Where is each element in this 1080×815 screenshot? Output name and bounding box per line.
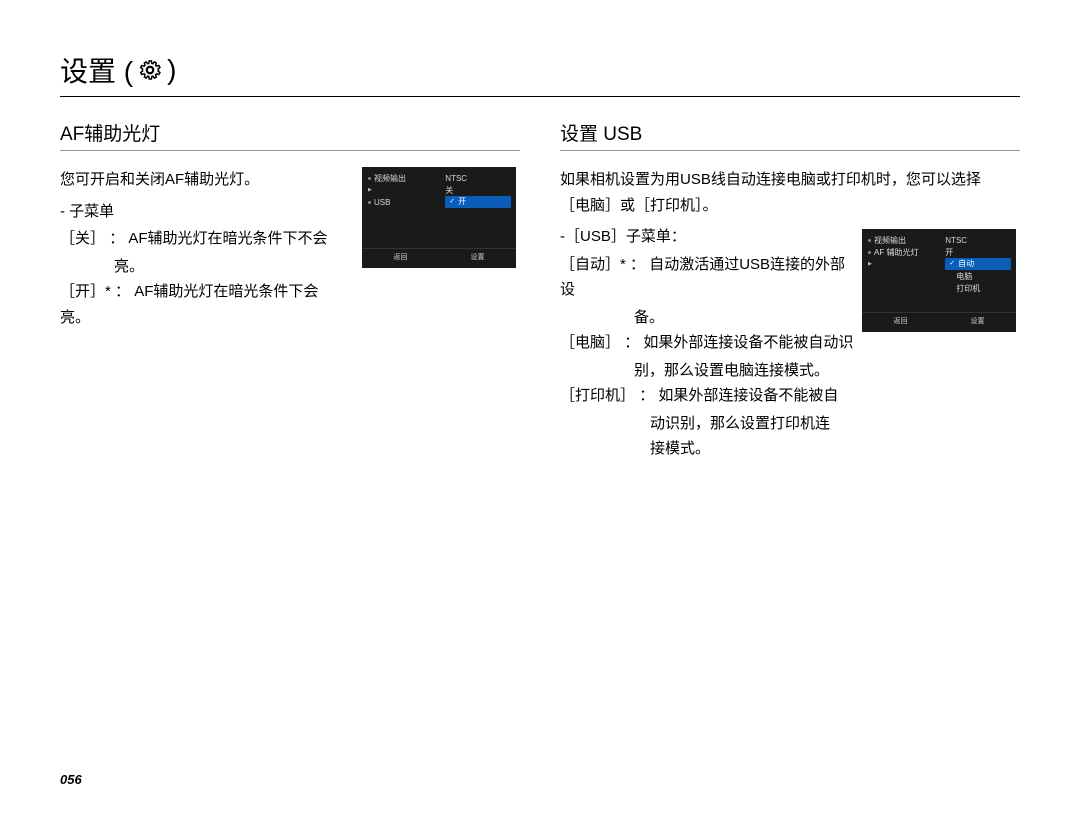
manual-page: 设置 ( ) AF辅助光灯 您可开启和关闭AF辅助光灯。 - 子菜单 ［关］ ：…: [0, 0, 1080, 815]
option-printer-desc-l3: 接模式。: [560, 436, 860, 462]
option-auto-key: ［自动］*: [560, 256, 626, 273]
cm1-r0: NTSC: [445, 173, 467, 184]
title-prefix: 设置 (: [60, 50, 133, 90]
option-pc-desc-l2: 别，那么设置电脑连接模式。: [560, 358, 860, 384]
cm2-r0: NTSC: [945, 235, 967, 246]
camera-menu-screenshot-right: 视频输出 AF 辅助光灯 NTSC 开 ✓自动 电脑 打印机 返回 设置: [862, 229, 1016, 332]
section-heading-right: 设置 USB: [560, 119, 1020, 151]
option-printer-desc-l1: 如果外部连接设备不能被自: [658, 387, 838, 404]
option-auto-desc-l2: 备。: [560, 305, 860, 331]
cm2-l0: 视频输出: [874, 235, 906, 246]
section-heading-left: AF辅助光灯: [60, 119, 520, 151]
sep: ：: [115, 283, 130, 300]
right-intro: 如果相机设置为用USB线自动连接电脑或打印机时，您可以选择［电脑］或［打印机］。: [560, 167, 1000, 218]
cm2-l1: AF 辅助光灯: [874, 247, 918, 258]
cm2-r1: 开: [945, 247, 953, 258]
option-on: ［开］* ： AF辅助光灯在暗光条件下会亮。: [60, 279, 340, 330]
left-body: 您可开启和关闭AF辅助光灯。 - 子菜单 ［关］ ： AF辅助光灯在暗光条件下不…: [60, 167, 340, 330]
cm2-selected: ✓自动: [945, 258, 1011, 270]
option-off-key: ［关］: [60, 230, 105, 247]
check-icon: ✓: [949, 258, 955, 270]
right-submenu-label: -［USB］子菜单：: [560, 224, 860, 250]
left-column: AF辅助光灯 您可开启和关闭AF辅助光灯。 - 子菜单 ［关］ ： AF辅助光灯…: [60, 119, 520, 462]
cm1-selected: ✓开: [445, 196, 511, 208]
cm2-footer-left: 返回: [862, 313, 939, 329]
page-number: 056: [60, 772, 82, 787]
cm1-r1: 关: [445, 185, 453, 196]
option-off-desc-l1: AF辅助光灯在暗光条件下不会: [128, 230, 327, 247]
option-pc: ［电脑］ ： 如果外部连接设备不能被自动识: [560, 330, 860, 356]
left-intro: 您可开启和关闭AF辅助光灯。: [60, 167, 340, 193]
option-printer: ［打印机］ ： 如果外部连接设备不能被自: [560, 383, 860, 409]
sep: ：: [639, 387, 654, 404]
two-column-layout: AF辅助光灯 您可开启和关闭AF辅助光灯。 - 子菜单 ［关］ ： AF辅助光灯…: [60, 119, 1020, 462]
left-submenu-label: - 子菜单: [60, 199, 340, 225]
gear-icon: [137, 57, 163, 83]
option-on-key: ［开］*: [60, 283, 111, 300]
option-printer-desc-l2: 动识别，那么设置打印机连: [560, 411, 860, 437]
option-pc-desc-l1: 如果外部连接设备不能被自动识: [643, 334, 853, 351]
sep: ：: [109, 230, 124, 247]
cm2-footer-right: 设置: [939, 313, 1016, 329]
cm2-r3: 电脑: [945, 271, 972, 282]
option-auto: ［自动］* ： 自动激活通过USB连接的外部设: [560, 252, 860, 303]
cm1-l2: USB: [374, 197, 390, 208]
option-off: ［关］ ： AF辅助光灯在暗光条件下不会: [60, 226, 340, 252]
cm1-footer-left: 返回: [362, 249, 439, 265]
cm2-r2: 自动: [958, 258, 974, 270]
cm1-l0: 视频输出: [374, 173, 406, 184]
title-underline: [60, 96, 1020, 97]
title-suffix: ): [167, 54, 176, 86]
cm1-footer-right: 设置: [439, 249, 516, 265]
option-pc-key: ［电脑］: [560, 334, 620, 351]
sep: ：: [624, 334, 639, 351]
cm2-r4: 打印机: [945, 283, 980, 294]
sep: ：: [630, 256, 645, 273]
cm1-r2: 开: [458, 196, 466, 208]
option-printer-key: ［打印机］: [560, 387, 635, 404]
right-column: 设置 USB 如果相机设置为用USB线自动连接电脑或打印机时，您可以选择［电脑］…: [560, 119, 1020, 462]
check-icon: ✓: [449, 196, 455, 208]
camera-menu-screenshot-left: 视频输出 USB NTSC 关 ✓开 返回 设置: [362, 167, 516, 268]
page-title: 设置 ( ): [60, 50, 1020, 90]
option-off-desc-l2: 亮。: [60, 254, 340, 280]
